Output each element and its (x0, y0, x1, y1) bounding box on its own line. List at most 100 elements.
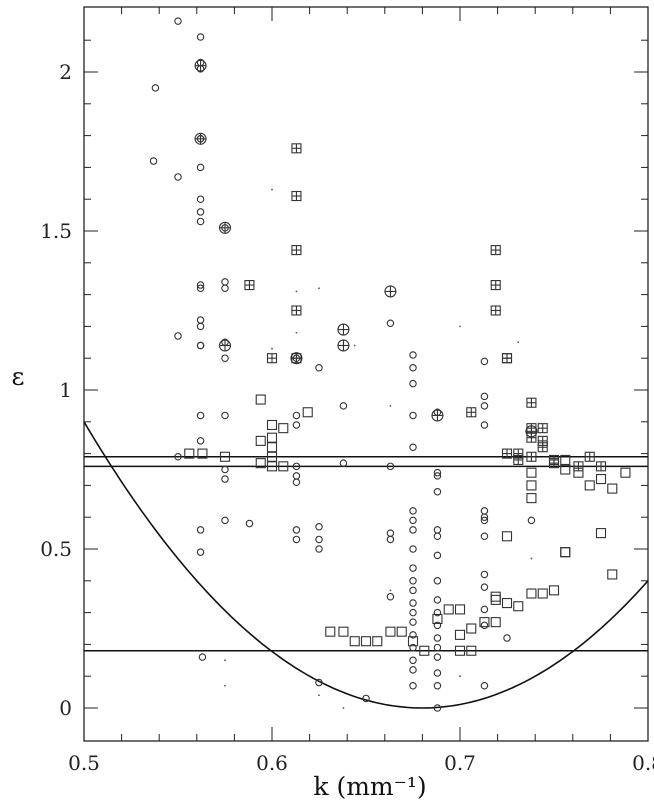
circle-point (480, 392, 489, 401)
y-tick-label: 0.5 (40, 537, 72, 561)
square-point (513, 601, 524, 612)
dot-point (271, 188, 273, 191)
square-plus-point (291, 353, 302, 364)
circle-point (433, 704, 442, 712)
square-point (620, 467, 631, 478)
square-plus-point (466, 407, 477, 418)
circle-point (221, 411, 229, 420)
square-point (501, 531, 513, 542)
x-tick-label: 0.8 (632, 751, 654, 775)
circle-point (221, 516, 229, 525)
dot-point (459, 325, 461, 328)
square-point (255, 458, 266, 469)
square-plus-point (595, 461, 607, 472)
circle-point (409, 379, 417, 388)
circle-point (174, 17, 182, 25)
square-plus-point (548, 458, 560, 469)
circle-point (433, 608, 442, 617)
circle-point (409, 681, 417, 690)
square-point (266, 432, 278, 443)
circle-point (409, 526, 417, 534)
circle-plus-point (194, 132, 207, 145)
dot-point (517, 341, 520, 344)
dot-point (295, 290, 298, 293)
circle-point (149, 157, 158, 165)
square-plus-point (490, 245, 501, 256)
circle-point (409, 586, 417, 595)
circle-plus-point (384, 285, 397, 298)
square-plus-point (501, 353, 513, 364)
circle-point (151, 84, 160, 92)
circle-point (409, 351, 417, 359)
circle-point (433, 472, 442, 480)
circle-point (221, 354, 229, 362)
reference-lines (84, 456, 648, 652)
circle-point (409, 577, 417, 585)
circle-point (409, 564, 417, 572)
square-point (266, 442, 278, 453)
square-plus-point (526, 397, 537, 408)
circle-point (409, 656, 417, 665)
axis-ticks (83, 7, 649, 741)
circle-point (196, 316, 205, 324)
circle-point (292, 526, 301, 534)
dot-point (389, 589, 392, 592)
circle-point (174, 173, 182, 181)
square-plus-point (244, 280, 255, 291)
square-point (454, 629, 466, 640)
x-tick-label: 0.7 (444, 751, 476, 775)
circle-point (409, 363, 417, 372)
circle-point (386, 535, 395, 544)
circle-point (480, 583, 489, 591)
square-point (466, 623, 477, 634)
dot-point (271, 347, 273, 350)
circle-point (409, 643, 417, 652)
circle-point (433, 653, 442, 661)
circle-point (292, 411, 301, 420)
circle-point (433, 634, 442, 642)
circle-point (245, 519, 254, 528)
square-point (396, 626, 407, 637)
square-plus-point (490, 305, 501, 316)
circle-point (433, 577, 442, 585)
square-point (278, 461, 289, 472)
circle-point (480, 605, 489, 614)
circle-point (480, 516, 489, 525)
circle-point (196, 284, 205, 292)
square-plus-point (291, 190, 302, 202)
circle-point (409, 507, 417, 515)
square-point (501, 598, 513, 609)
square-plus-point (584, 451, 595, 462)
circle-point (196, 437, 205, 445)
dot-point (295, 331, 298, 334)
square-point (349, 636, 360, 647)
square-point (526, 493, 537, 504)
square-point (548, 585, 560, 596)
square-point (278, 423, 289, 434)
circle-point (409, 608, 417, 617)
square-plus-point (513, 454, 524, 466)
circle-point (503, 634, 511, 642)
circle-plus-point (194, 59, 207, 72)
circle-point (196, 548, 205, 556)
y-tick-label: 1 (59, 378, 72, 402)
circle-point (433, 669, 442, 677)
circle-point (386, 462, 395, 471)
square-point (432, 613, 443, 625)
circle-point (480, 681, 489, 690)
square-plus-point (526, 451, 537, 462)
dot-point (459, 675, 461, 678)
square-plus-point (291, 305, 302, 316)
circle-point (221, 465, 229, 474)
circle-point (292, 421, 301, 429)
circle-point (480, 532, 489, 541)
square-plus-point (291, 245, 302, 256)
dot-point (318, 287, 320, 290)
square-point (255, 394, 266, 405)
circle-plus-point (218, 339, 232, 352)
circle-point (221, 284, 229, 292)
square-point (360, 636, 372, 647)
square-point (184, 448, 195, 459)
square-point (573, 467, 584, 478)
square-point (454, 645, 466, 656)
